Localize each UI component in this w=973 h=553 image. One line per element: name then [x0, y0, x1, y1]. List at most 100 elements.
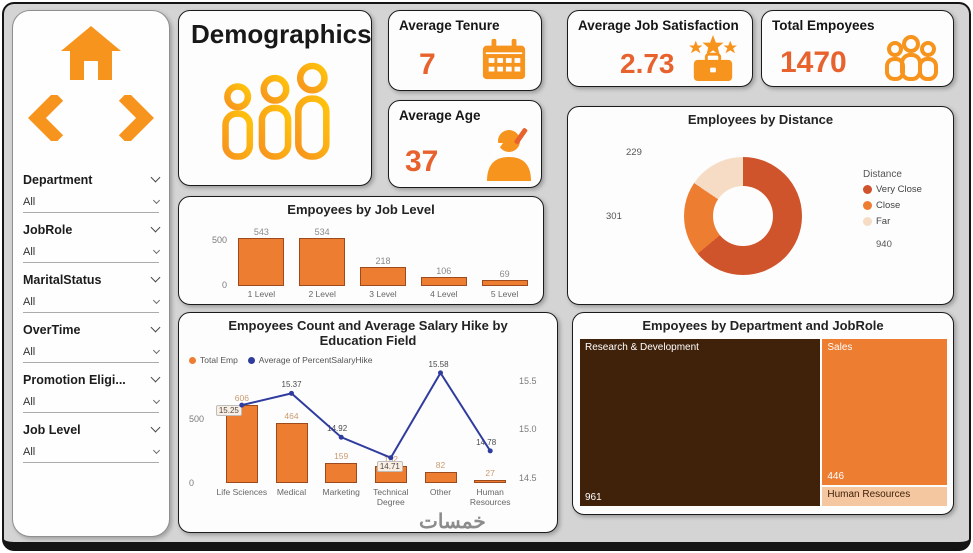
kpi-total-employees: Total Empoyees 1470 [761, 10, 954, 87]
chevron-down-icon [152, 296, 161, 304]
treemap-node-label: Sales [827, 342, 853, 353]
person-icon [487, 128, 531, 181]
kpi-average-age: Average Age 37 [388, 100, 542, 188]
chevron-down-icon [150, 372, 161, 383]
treemap-right-column: Sales 446 Human Resources [822, 339, 947, 506]
chart-title: Empoyees Count and Average Salary Hike b… [228, 318, 508, 348]
filter-label: MaritalStatus [23, 272, 102, 287]
nav-back-icon[interactable] [25, 95, 65, 141]
filter-value-jobrole[interactable]: All [23, 242, 161, 263]
kpi-title: Average Job Satisfaction [578, 18, 739, 33]
filter-panel: Department All JobRole All MaritalStatus All O… [13, 165, 169, 463]
kpi-average-tenure: Average Tenure 7 [388, 10, 542, 91]
line-value-label: 14.71 [376, 460, 403, 472]
home-icon[interactable] [58, 23, 124, 83]
legend-title: Distance [863, 169, 902, 180]
bar-human-resources[interactable] [474, 479, 507, 483]
legend-item-far[interactable]: Far [863, 216, 947, 227]
chevron-down-icon [152, 246, 161, 254]
chevron-down-icon [150, 172, 161, 183]
treemap-node-sales[interactable]: Sales 446 [822, 339, 947, 485]
chevron-down-icon [150, 222, 161, 233]
x-axis-label: 5 Level [490, 289, 519, 299]
bar-5-level[interactable] [481, 280, 528, 286]
bar-marketing[interactable] [325, 462, 358, 483]
treemap-node-value: 446 [827, 471, 845, 482]
filter-jobrole: JobRole All [13, 215, 169, 263]
bar-column: 218 3 Level [354, 256, 412, 302]
filter-value-job-level[interactable]: All [23, 442, 161, 463]
job-level-chart-card: Empoyees by Job Level 0 500 543 1 Level 534 2… [178, 196, 544, 305]
secondary-y-axis-label: 15.0 [519, 424, 537, 435]
line-value-label: 15.25 [215, 405, 242, 417]
combo-chart: 0 500 14.5 15.0 15.5 606 Life Sciences 464 Medic… [179, 313, 557, 532]
legend-item-close[interactable]: Close [863, 200, 947, 211]
nav-buttons [13, 95, 169, 141]
kpi-title: Average Age [399, 108, 481, 123]
chevron-down-icon [150, 322, 161, 333]
legend-dot [189, 356, 196, 364]
bar-value-label: 464 [284, 411, 299, 422]
bar-value-label: 159 [334, 450, 349, 461]
y-axis-label: 0 [221, 280, 227, 290]
filter-job-level: Job Level All [13, 415, 169, 463]
treemap-node-human-resources[interactable]: Human Resources [822, 487, 947, 506]
treemap-node-research-development[interactable]: Research & Development 961 [580, 339, 821, 506]
filter-value: All [23, 296, 36, 308]
line-value-label: 15.58 [428, 359, 449, 369]
bar-3-level[interactable] [359, 267, 406, 286]
chevron-down-icon [152, 346, 161, 354]
bar-column: 69 5 Level [476, 269, 534, 302]
kpi-title: Average Tenure [399, 18, 500, 33]
filter-department: Department All [13, 165, 169, 213]
filter-value-maritalstatus[interactable]: All [23, 292, 161, 313]
bar-value-label: 69 [499, 269, 510, 279]
x-axis-label: Other [429, 487, 452, 497]
x-axis-label: 2 Level [308, 289, 336, 299]
filter-value-overtime[interactable]: All [23, 342, 161, 363]
watermark: خمسات [419, 511, 486, 533]
bar-medical[interactable] [275, 423, 308, 483]
bar-2-level[interactable] [299, 238, 346, 286]
legend-item-average-of-percentsalaryhike[interactable]: Average of PercentSalaryHike [247, 355, 373, 365]
bar-value-label: 82 [435, 460, 446, 471]
legend-dot [863, 185, 872, 194]
treemap-node-label: Human Resources [827, 489, 911, 500]
x-axis-label: 1 Level [247, 289, 276, 299]
bar-other[interactable] [424, 472, 457, 483]
legend-dot [247, 356, 255, 364]
x-axis-label: Medical [276, 487, 307, 497]
filter-value-promotion-eligi[interactable]: All [23, 392, 161, 413]
legend-dot [863, 217, 872, 226]
filter-label: Job Level [23, 422, 81, 437]
x-axis-label: 3 Level [369, 289, 397, 299]
satisfaction-briefcase-stars-icon [689, 35, 737, 81]
bar-life-sciences[interactable] [225, 404, 258, 483]
legend-item-very-close[interactable]: Very Close [863, 184, 947, 195]
legend-label: Far [876, 216, 891, 227]
filter-label: OverTime [23, 322, 81, 337]
legend-label: Total Emp [200, 355, 238, 365]
filter-label-row-promotion-eligi[interactable]: Promotion Eligi... [23, 367, 161, 392]
filter-value: All [23, 446, 36, 458]
bar-1-level[interactable] [238, 238, 285, 286]
treemap-node-value: 961 [585, 492, 602, 503]
legend-item-total-emp[interactable]: Total Emp [189, 355, 238, 365]
chevron-down-icon [152, 196, 161, 204]
filter-label-row-department[interactable]: Department [23, 167, 161, 192]
filter-label-row-job-level[interactable]: Job Level [23, 417, 161, 442]
bar-4-level[interactable] [420, 277, 467, 286]
filter-value-department[interactable]: All [23, 192, 161, 213]
bar-column: 534 2 Level [293, 227, 351, 302]
filter-label-row-maritalstatus[interactable]: MaritalStatus [23, 267, 161, 292]
kpi-job-satisfaction: Average Job Satisfaction 2.73 [567, 10, 753, 87]
filter-value: All [23, 346, 36, 358]
nav-forward-icon[interactable] [117, 95, 157, 141]
chart-title: Empoyees by Job Level [287, 202, 435, 217]
filter-label-row-overtime[interactable]: OverTime [23, 317, 161, 342]
legend-label: Close [876, 200, 901, 211]
filter-label-row-jobrole[interactable]: JobRole [23, 217, 161, 242]
bar-chart: 0 500 543 1 Level 534 2 Level 218 3 Level 106 4 L… [205, 222, 537, 302]
slice-value-label: 229 [626, 147, 642, 158]
